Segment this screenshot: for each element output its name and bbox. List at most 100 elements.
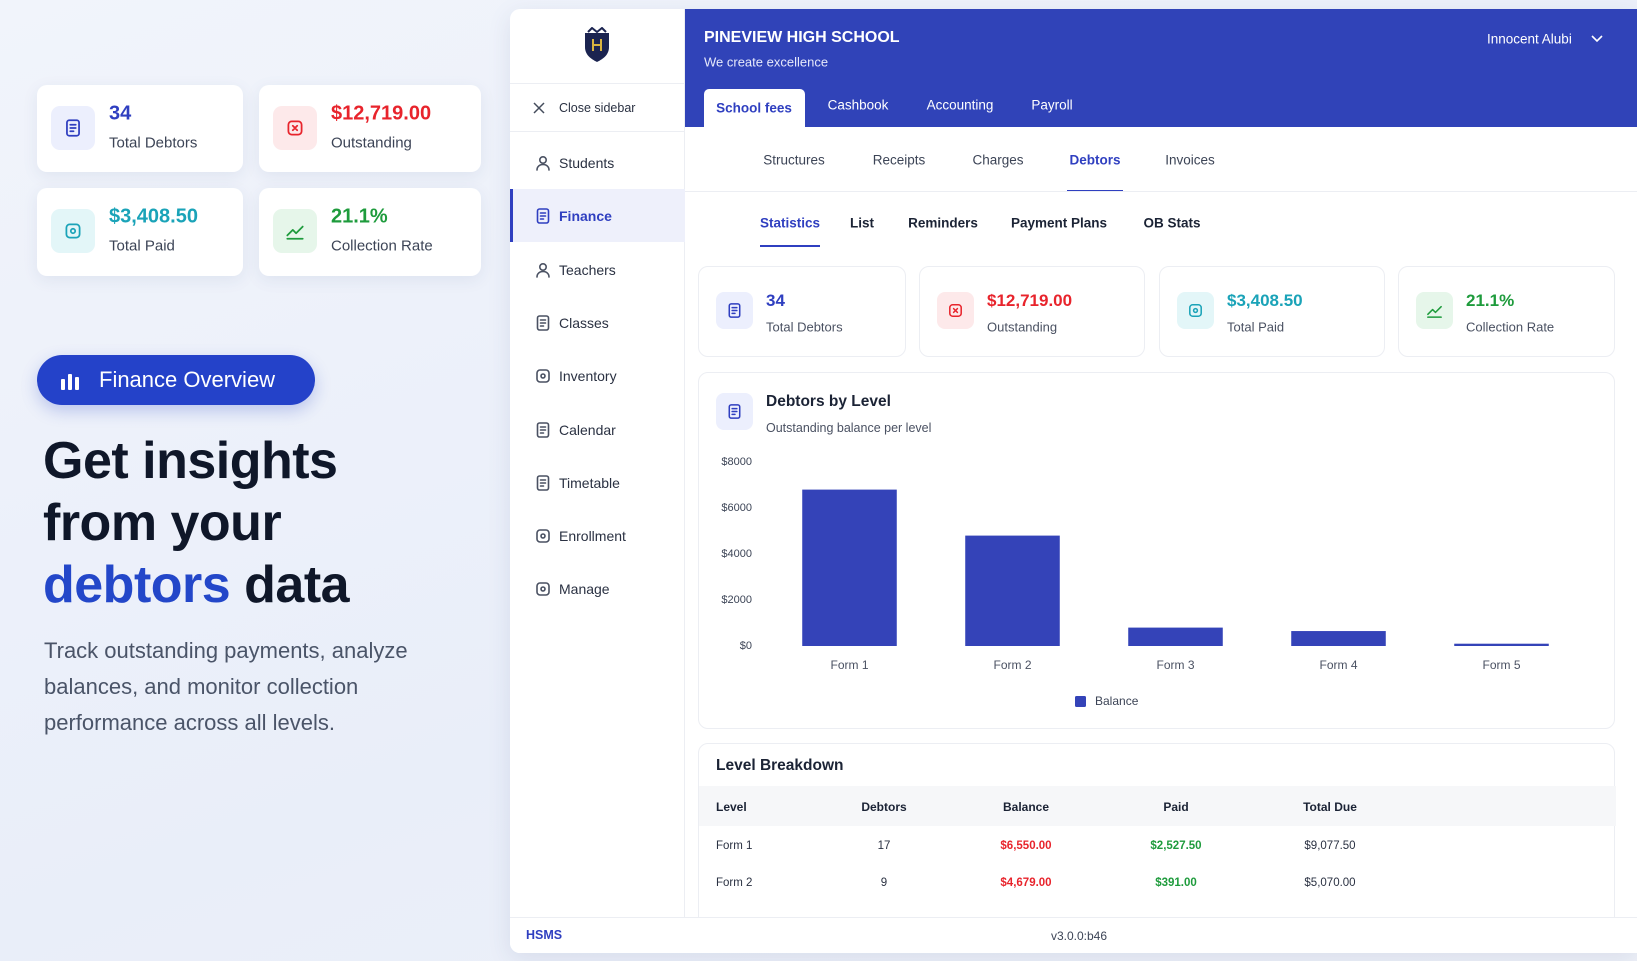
stat-icon (273, 106, 317, 150)
nav-item[interactable]: Teachers (559, 261, 616, 278)
logo (585, 27, 609, 62)
tab[interactable]: Payroll (1031, 97, 1073, 113)
user-menu[interactable]: Innocent Alubi (1487, 31, 1572, 47)
icon-shape (536, 315, 550, 331)
icon-shape (536, 582, 550, 597)
heading-highlight: debtors (43, 556, 231, 614)
stat-card: 21.1% Collection Rate (259, 188, 481, 276)
table-cell: $9,077.50 (1304, 840, 1356, 852)
icon-shape (540, 586, 546, 593)
icon-shape (949, 304, 962, 317)
chart-subtitle: Outstanding balance per level (766, 421, 932, 435)
icon (536, 262, 550, 278)
header: PINEVIEW HIGH SCHOOL We create excellence… (685, 9, 1637, 127)
close-icon (533, 102, 545, 114)
icon-shape (539, 155, 548, 165)
icon-shape (536, 421, 550, 438)
icon-shape (539, 262, 548, 271)
stat-label: Total Debtors (766, 319, 843, 335)
tab[interactable]: School fees (716, 100, 792, 116)
chart-icon (716, 393, 753, 430)
badge: Finance Overview (37, 355, 315, 405)
subtab[interactable]: Charges (972, 152, 1024, 168)
table-cell: $2,527.50 (1150, 840, 1202, 852)
icon (536, 529, 550, 543)
stat-label: Total Paid (109, 237, 175, 255)
stat-value: 34 (766, 291, 785, 310)
logo-mark (592, 39, 602, 51)
icon-shape (1189, 304, 1202, 317)
table-cell: $5,070.00 (1304, 877, 1356, 889)
nav-item[interactable]: Students (559, 155, 615, 171)
stat-value: $12,719.00 (987, 291, 1073, 310)
nav-item[interactable]: Classes (559, 314, 609, 331)
table-cell: 17 (877, 840, 891, 852)
stat-card: $12,719.00 Outstanding (919, 266, 1145, 357)
stat-value: 21.1% (331, 205, 388, 228)
nav-item[interactable]: Finance (559, 208, 612, 225)
bar (965, 535, 1060, 646)
nav-item[interactable]: Manage (559, 581, 610, 598)
app-panel: Close sidebar Students Finance Teachers Clas… (510, 9, 1637, 953)
stat-value: $12,719.00 (331, 102, 432, 125)
view-tab[interactable]: Reminders (908, 215, 978, 231)
subtab[interactable]: Invoices (1165, 152, 1215, 168)
divider (510, 83, 685, 84)
icon-shape (1192, 307, 1199, 314)
stat-card: $12,719.00 Outstanding (259, 85, 481, 172)
icon-line (69, 123, 77, 133)
description: Track outstanding payments, analyze bala… (44, 638, 408, 735)
stat-label: Outstanding (987, 319, 1058, 335)
chart: $0 $2000 $4000 $6000 $8000 Form 1 Form 2 Form 3… (721, 456, 1549, 708)
stat-label: Total Paid (1227, 319, 1285, 335)
heading-tail: data (244, 556, 350, 614)
bar (1128, 627, 1223, 646)
nav-item[interactable]: Calendar (559, 421, 616, 438)
heading-line: from your (43, 494, 282, 552)
tab[interactable]: Cashbook (827, 97, 889, 113)
chart-title: Debtors by Level (766, 393, 891, 410)
stat-icon (273, 209, 317, 253)
heading-line: Get insights (43, 432, 338, 490)
icon-shape (287, 120, 303, 136)
chevron (1591, 35, 1603, 43)
view-tab[interactable]: OB Stats (1143, 215, 1201, 231)
nav-item[interactable]: Enrollment (559, 528, 626, 545)
icon-shape (75, 377, 79, 390)
motto: We create excellence (704, 54, 829, 70)
footer-brand: HSMS (526, 928, 563, 942)
stat-card: $3,408.50 Total Paid (1159, 266, 1385, 357)
icon (536, 474, 550, 491)
nav-item[interactable]: Inventory (559, 368, 617, 385)
table-header: Level (716, 800, 747, 814)
icon-line (731, 407, 738, 416)
stat-card: 21.1% Collection Rate (1398, 266, 1615, 357)
icon (1427, 305, 1442, 318)
stat-value: 21.1% (1466, 291, 1515, 310)
close-sidebar[interactable]: Close sidebar (559, 101, 636, 115)
icon (728, 404, 741, 419)
chart-card: Debtors by Level Outstanding balance per … (698, 372, 1615, 729)
view-tab[interactable]: Statistics (759, 215, 821, 231)
logo-shield (585, 33, 609, 62)
version: v3.0.0:b46 (1050, 929, 1108, 943)
subtab[interactable]: Receipts (872, 152, 926, 168)
y-tick-label: $8000 (721, 456, 752, 468)
subtab[interactable]: Debtors (1069, 152, 1121, 168)
table-cell: $391.00 (1155, 877, 1197, 889)
view-tab[interactable]: List (849, 215, 875, 231)
tab[interactable]: Accounting (926, 97, 994, 113)
view-underline (760, 245, 820, 247)
x-tick-label: Form 1 (830, 658, 868, 672)
tab-active: School fees (704, 89, 805, 127)
view-tab[interactable]: Payment Plans (1010, 215, 1108, 231)
heading-line: debtors data (43, 554, 350, 616)
badge-text: Finance Overview (99, 367, 276, 392)
icon (536, 582, 550, 597)
legend-label: Balance (1095, 694, 1139, 708)
subtab[interactable]: Structures (763, 152, 825, 168)
nav-item[interactable]: Timetable (559, 474, 620, 491)
bar (802, 489, 897, 646)
icon (536, 369, 550, 383)
y-tick-label: $2000 (721, 594, 752, 606)
